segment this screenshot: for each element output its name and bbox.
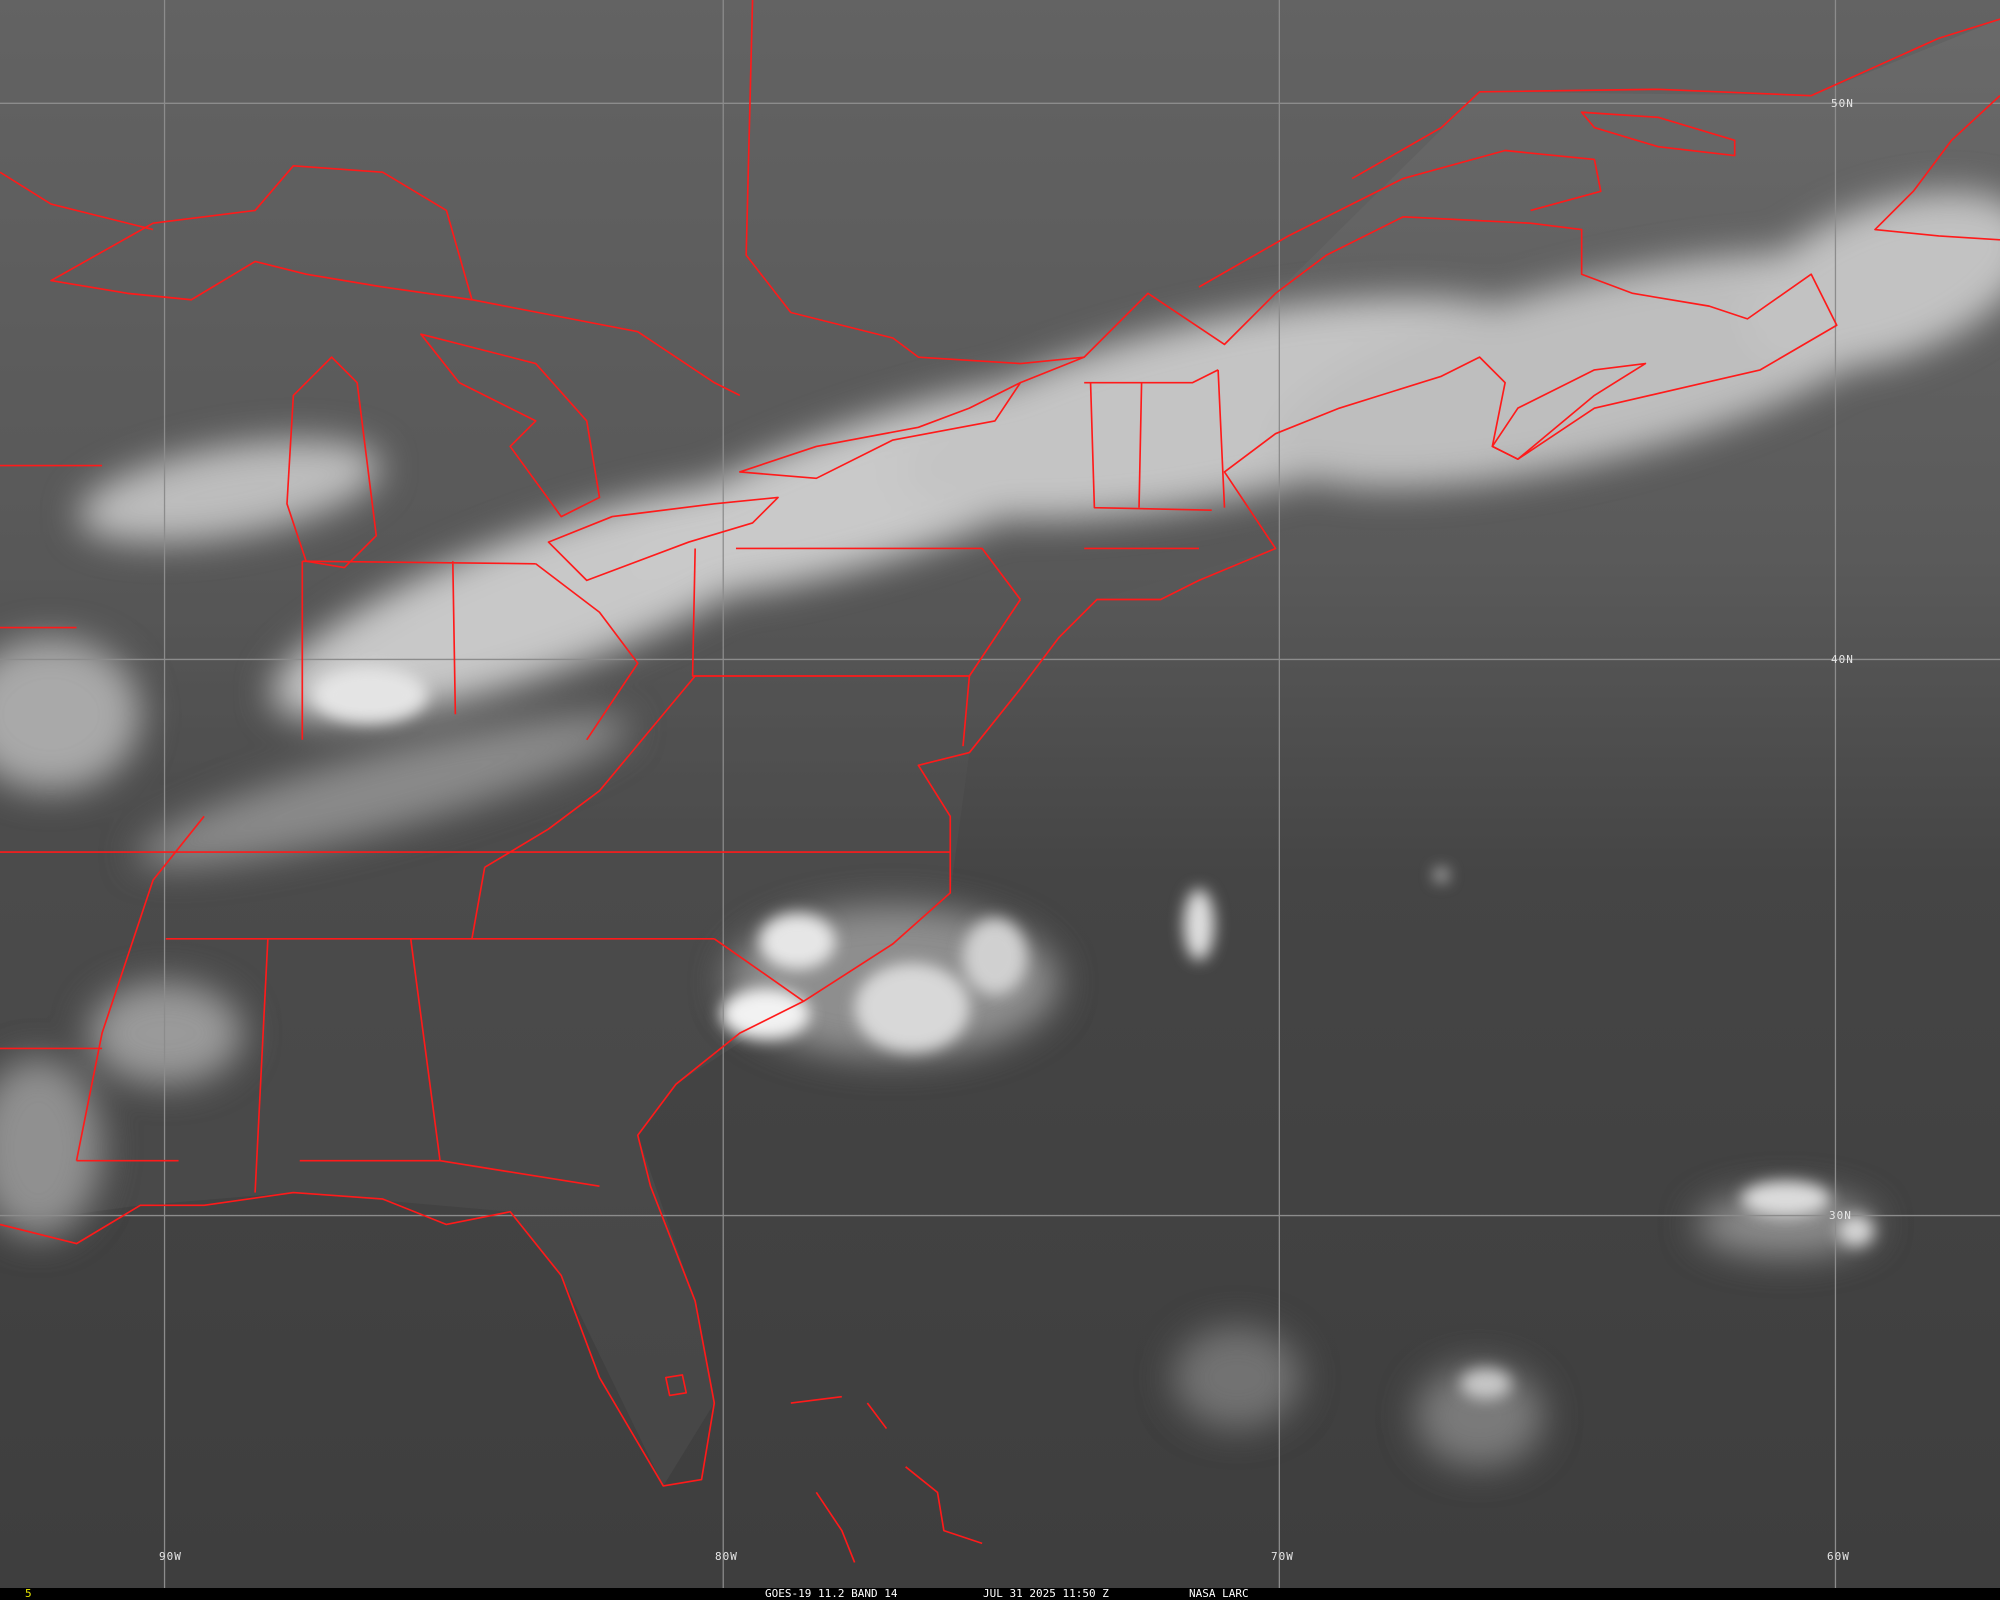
lon-label-70w: 70W — [1271, 1550, 1294, 1563]
lon-label-60w: 60W — [1827, 1550, 1850, 1563]
satellite-caption: GOES-19 11.2 BAND 14 — [765, 1587, 898, 1600]
coastline-east — [0, 216, 1838, 1487]
lat-label-30n: 30N — [1829, 1209, 1852, 1222]
lon-label-80w: 80W — [715, 1550, 738, 1563]
convective-cells — [312, 667, 1874, 1400]
lake-ontario — [738, 381, 1022, 480]
state-borders — [0, 369, 1226, 1193]
lat-label-40n: 40N — [1831, 653, 1854, 666]
lake-michigan — [286, 356, 378, 569]
st-lawrence-north-shore — [1198, 149, 1602, 288]
land-area — [0, 0, 2000, 1486]
nova-scotia — [1491, 362, 1647, 461]
newfoundland-coast — [1874, 95, 2000, 241]
lake-huron — [420, 333, 601, 518]
frame-number: 5 — [25, 1587, 32, 1600]
lat-label-50n: 50N — [1831, 97, 1854, 110]
caption-bar: 5 GOES-19 11.2 BAND 14 JUL 31 2025 11:50… — [0, 1588, 2000, 1600]
timestamp: JUL 31 2025 11:50 Z — [983, 1587, 1109, 1600]
political-boundaries — [0, 0, 2000, 1563]
canada-north-shore — [1351, 18, 2000, 180]
lon-label-90w: 90W — [159, 1550, 182, 1563]
us-canada-border — [0, 0, 1219, 397]
anticosti-island — [1580, 111, 1736, 157]
credit: NASA LARC — [1189, 1587, 1249, 1600]
bahamas — [790, 1395, 983, 1563]
lake-erie — [547, 496, 779, 582]
lake-okeechobee — [664, 1374, 688, 1397]
